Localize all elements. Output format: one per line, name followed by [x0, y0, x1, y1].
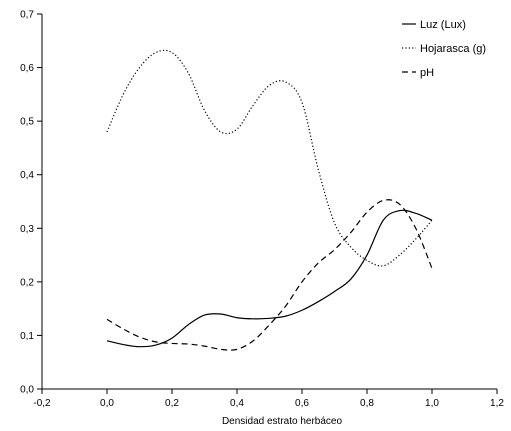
series-line-1: [106, 209, 433, 348]
x-tick-label: 1,2: [490, 398, 504, 409]
chart-axes: -0,2 0,0 0,2 0,4 0,6 0,8 1,0 1,2 0,0 0,1 0,2 0,3 0,4…: [20, 10, 504, 410]
y-tick-label: 0,6: [20, 63, 34, 74]
y-tick-label: 0,4: [20, 170, 34, 181]
y-tick-label: 0,2: [20, 277, 34, 288]
legend-label-2: Hojarasca (g): [420, 43, 486, 55]
y-tick-label: 0,1: [20, 331, 34, 342]
x-tick-label: 0,4: [230, 398, 244, 409]
legend-label-1: Luz (Lux): [420, 19, 466, 31]
y-tick-label: 0,7: [20, 10, 34, 21]
series-line-2: [106, 49, 433, 267]
x-tick-label: 0,0: [100, 398, 114, 409]
y-tick-label: 0,3: [20, 224, 34, 235]
y-tick-label: 0,0: [20, 385, 34, 396]
x-tick-label: 0,8: [360, 398, 374, 409]
y-tick-label: 0,5: [20, 117, 34, 128]
x-axis-title: Densidad estrato herbáceo: [222, 416, 343, 427]
legend-label-3: pH: [420, 67, 434, 79]
series-line-3: [106, 199, 433, 351]
chart-series: [106, 49, 433, 351]
chart-legend: Luz (Lux) Hojarasca (g) pH: [402, 19, 486, 79]
x-tick-label: 0,6: [295, 398, 309, 409]
x-tick-label: 0,2: [165, 398, 179, 409]
x-tick-label: -0,2: [33, 398, 51, 409]
x-tick-label: 1,0: [425, 398, 439, 409]
